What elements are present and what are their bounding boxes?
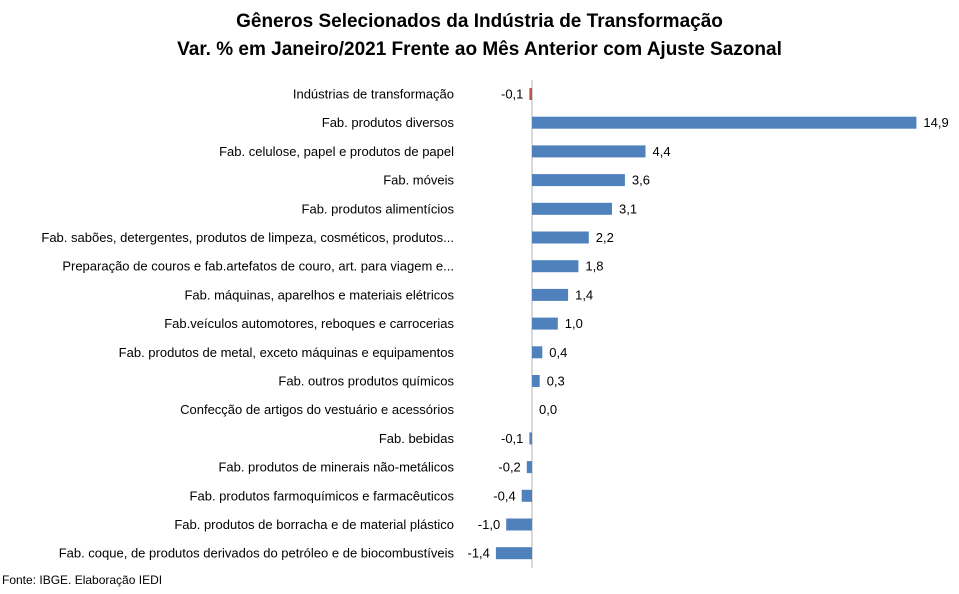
value-label: 0,3 [547, 374, 565, 389]
bar [532, 231, 589, 244]
category-label: Fab. produtos de minerais não-metálicos [218, 460, 454, 475]
value-label: 1,0 [565, 316, 583, 331]
bar [532, 375, 540, 387]
category-label: Fab. produtos de metal, exceto máquinas … [119, 345, 455, 360]
value-label: 2,2 [596, 230, 614, 245]
bar [521, 489, 532, 502]
category-label: Fab.veículos automotores, reboques e car… [164, 316, 454, 331]
category-label: Fab. produtos de borracha e de material … [174, 517, 454, 532]
value-label: 3,1 [619, 201, 637, 216]
category-label: Indústrias de transformação [293, 87, 454, 102]
value-label: -0,1 [501, 87, 523, 102]
bar [532, 346, 543, 359]
category-label: Fab. bebidas [379, 431, 455, 446]
category-label: Preparação de couros e fab.artefatos de … [62, 259, 454, 274]
bar [529, 88, 532, 100]
source-note: Fonte: IBGE. Elaboração IEDI [2, 573, 163, 587]
value-label: -0,2 [498, 460, 520, 475]
bar [532, 202, 612, 215]
bar [529, 432, 532, 445]
bar [532, 317, 558, 330]
chart-title-block: Gêneros Selecionados da Indústria de Tra… [0, 8, 959, 64]
bar [532, 116, 917, 129]
category-label: Fab. celulose, papel e produtos de papel [219, 144, 454, 159]
value-label: -1,4 [467, 546, 489, 561]
value-label: 1,4 [575, 287, 593, 302]
bar [532, 288, 569, 301]
chart-title: Gêneros Selecionados da Indústria de Tra… [236, 11, 723, 32]
category-label: Confecção de artigos do vestuário e aces… [180, 402, 454, 417]
value-label: 4,4 [653, 144, 671, 159]
bar [532, 260, 579, 273]
value-label: -0,4 [493, 488, 515, 503]
bar [532, 174, 625, 187]
value-label: -1,0 [478, 517, 500, 532]
chart-subtitle: Var. % em Janeiro/2021 Frente ao Mês Ant… [177, 39, 782, 60]
category-label: Fab. coque, de produtos derivados do pet… [59, 546, 455, 561]
category-label: Fab. produtos diversos [322, 115, 455, 130]
value-label: -0,1 [501, 431, 523, 446]
value-label: 14,9 [923, 115, 948, 130]
value-label: 0,4 [549, 345, 567, 360]
value-label: 3,6 [632, 173, 650, 188]
category-label: Fab. produtos alimentícios [302, 201, 455, 216]
value-label: 0,0 [539, 402, 557, 417]
category-label: Fab. móveis [383, 173, 454, 188]
bar [532, 145, 646, 158]
bar [506, 518, 532, 531]
category-label: Fab. sabões, detergentes, produtos de li… [41, 230, 454, 245]
category-label: Fab. máquinas, aparelhos e materiais elé… [184, 287, 454, 302]
bar [495, 547, 532, 560]
category-label: Fab. outros produtos químicos [278, 374, 454, 389]
bar [526, 461, 532, 474]
value-label: 1,8 [585, 259, 603, 274]
category-label: Fab. produtos farmoquímicos e farmacêuti… [190, 488, 455, 503]
